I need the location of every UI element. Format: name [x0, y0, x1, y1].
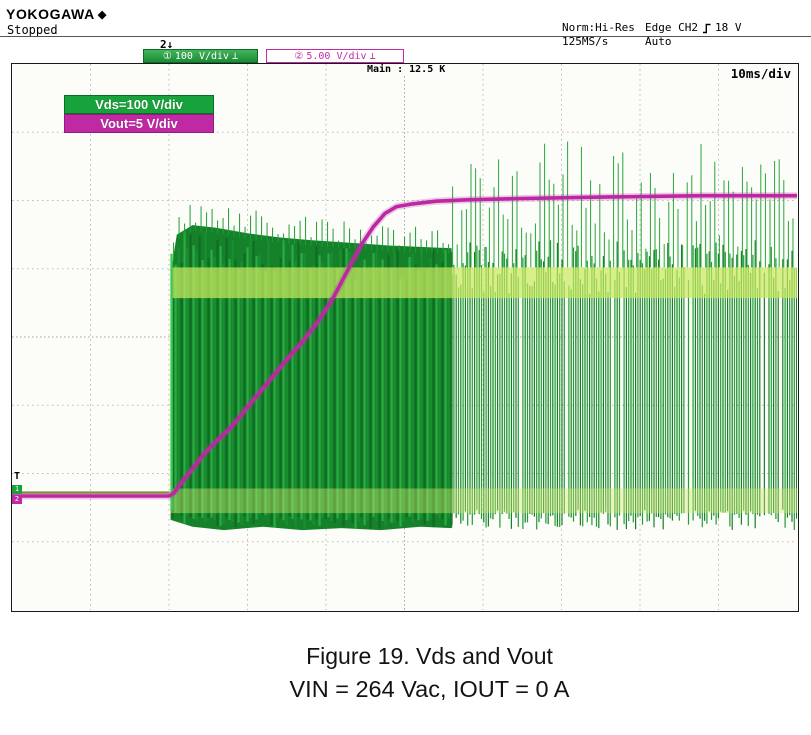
trigger-type: Edge CH2 — [645, 21, 698, 34]
edge-slope-icon — [702, 23, 711, 33]
trigger-readout: Edge CH2 18 V Auto — [645, 21, 741, 49]
figure-conditions: VIN = 264 Vac, IOUT = 0 A — [289, 676, 570, 702]
channel2-scale-box: ② 5.00 V/div ⊥ — [266, 49, 404, 63]
channel2-scale: 5.00 V/div — [306, 50, 367, 62]
header-divider — [0, 36, 811, 37]
trigger-time-marker: T — [14, 471, 21, 482]
acquisition-status: Stopped — [7, 23, 58, 37]
brand-diamond-icon: ◆ — [97, 9, 107, 21]
record-length: Main : 12.5 K — [364, 64, 449, 75]
legend-vds: Vds=100 V/div — [64, 95, 214, 114]
legend-vout: Vout=5 V/div — [64, 114, 214, 133]
channel2-coupling-icon: ⊥ — [369, 50, 376, 62]
ch2-ground-marker: 2 — [12, 495, 22, 504]
sample-rate: 125MS/s — [562, 35, 609, 48]
brand-logo: YOKOGAWA ◆ — [6, 6, 107, 22]
scope-display: Main : 12.5 K 10ms/div Vds=100 V/div Vou… — [11, 63, 799, 612]
trigger-position-marker: 2↓ — [160, 38, 174, 51]
channel1-number-icon: ① — [162, 50, 172, 62]
figure-caption: Figure 19. Vds and Vout — [306, 643, 553, 669]
timebase-readout: 10ms/div — [728, 66, 793, 81]
acquisition-readout: Norm:Hi-Res 125MS/s — [562, 21, 635, 49]
waveform-legend: Vds=100 V/div Vout=5 V/div — [64, 95, 214, 133]
trigger-level: 18 V — [714, 21, 742, 34]
trigger-mode: Auto — [645, 35, 672, 48]
ch1-ground-marker: 1 — [12, 485, 22, 494]
channel2-number-icon: ② — [294, 50, 304, 62]
waveform-canvas — [12, 64, 797, 610]
channel1-scale: 100 V/div — [174, 50, 230, 62]
channel1-scale-box: ① 100 V/div ⊥ — [143, 49, 258, 63]
brand-text: YOKOGAWA — [6, 6, 95, 22]
channel1-coupling-icon: ⊥ — [232, 50, 239, 62]
figure-caption-block: Figure 19. Vds and Vout VIN = 264 Vac, I… — [48, 641, 811, 704]
acquisition-mode: Norm:Hi-Res — [562, 21, 635, 34]
